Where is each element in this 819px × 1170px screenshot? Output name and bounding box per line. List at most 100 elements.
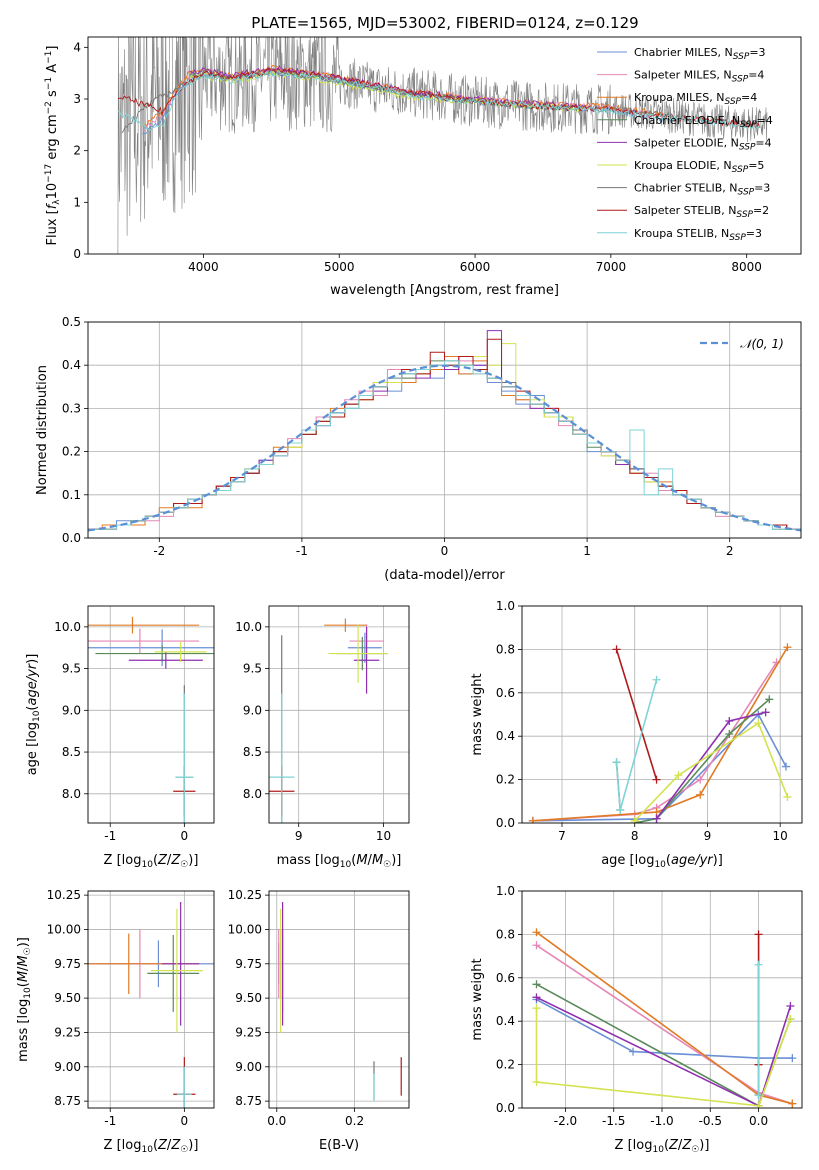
y-tick-label: 9.5 bbox=[62, 662, 81, 676]
axes-frame bbox=[521, 890, 803, 1109]
weight-marker-kroupa-elodie bbox=[754, 1101, 763, 1108]
weight-marker-kroupa-elodie bbox=[532, 1004, 541, 1013]
axes-mass-vs-Z: -1 0 8.75 9.00 9.25 9.50 9.75 10.00 10.25 Z [log1… bbox=[16, 888, 215, 1155]
y-axis-label: mass weight bbox=[470, 958, 485, 1040]
axes-mass-weight-vs-age: 7 8 9 10 0.0 0.2 0.4 0.6 0.8 1.0 age [log10(age/yr… bbox=[470, 599, 803, 870]
weight-marker-kroupa-elodie bbox=[783, 792, 792, 801]
x-tick-label: 10 bbox=[376, 829, 391, 843]
x-axis-label: Z [log10(Z/Z☉)] bbox=[615, 1138, 710, 1155]
weight-marker-chabrier-miles bbox=[788, 1054, 797, 1063]
weight-marker-kroupa-stelib bbox=[612, 758, 621, 767]
y-tick-label: 0.2 bbox=[62, 445, 81, 459]
weight-marker-salpeter-elodie bbox=[532, 993, 541, 1002]
x-tick-label: 9 bbox=[295, 829, 303, 843]
plot-area bbox=[532, 928, 797, 1108]
errorbar-salpeter-elodie bbox=[128, 651, 203, 669]
x-tick-label: 6000 bbox=[460, 260, 491, 274]
y-tick-label: 0.0 bbox=[496, 816, 515, 830]
x-tick-label: 8000 bbox=[731, 260, 762, 274]
legend-label: Kroupa MILES, NSSP=4 bbox=[634, 91, 757, 107]
errorbar-kroupa-elodie bbox=[151, 908, 203, 1033]
y-tick-label: 1 bbox=[73, 195, 81, 209]
axes-frame bbox=[521, 605, 803, 824]
weight-line-kroupa-elodie bbox=[535, 1008, 792, 1107]
y-tick-label: 3 bbox=[73, 92, 81, 106]
y-tick-label: 0.2 bbox=[496, 773, 515, 787]
weight-marker-kroupa-stelib bbox=[616, 805, 625, 814]
errorbar-chabrier-miles bbox=[347, 632, 382, 663]
axes-spectrum: 4000 5000 6000 7000 8000 0 1 2 3 4 wavelength [Ang… bbox=[44, 36, 802, 298]
errorbar-kroupa-miles bbox=[88, 616, 200, 634]
plot-area bbox=[88, 901, 214, 1108]
legend-entry-kroupa-elodie: Kroupa ELODIE, NSSP=5 bbox=[597, 159, 764, 175]
weight-marker-kroupa-miles bbox=[532, 928, 541, 937]
errorbar-chabrier-elodie bbox=[95, 645, 214, 662]
weight-marker-kroupa-miles bbox=[783, 643, 792, 652]
y-tick-label: 10.0 bbox=[235, 620, 262, 634]
legend-label: Chabrier STELIB, NSSP=3 bbox=[634, 182, 770, 198]
axes-frame bbox=[268, 605, 410, 824]
weight-marker-kroupa-stelib bbox=[652, 675, 661, 684]
y-tick-label: 0 bbox=[73, 247, 81, 261]
weight-marker-kroupa-stelib bbox=[754, 1090, 763, 1099]
y-tick-label: 8.0 bbox=[243, 787, 262, 801]
weight-marker-chabrier-elodie bbox=[532, 980, 541, 989]
weight-marker-kroupa-elodie bbox=[754, 719, 763, 728]
y-tick-label: 10.00 bbox=[228, 922, 262, 936]
legend-entry-chabrier-miles: Chabrier MILES, NSSP=3 bbox=[597, 46, 766, 62]
axes-frame bbox=[87, 890, 215, 1109]
y-tick-label: 1.0 bbox=[496, 599, 515, 613]
errorbar-kroupa-stelib bbox=[175, 693, 194, 823]
y-tick-label: 4 bbox=[73, 40, 81, 54]
x-tick-label: -1 bbox=[104, 829, 116, 843]
x-tick-label: 2 bbox=[726, 544, 734, 558]
y-tick-label: 9.75 bbox=[235, 957, 262, 971]
errorbar-kroupa-stelib bbox=[269, 693, 295, 823]
weight-marker-chabrier-elodie bbox=[725, 730, 734, 739]
weight-marker-salpeter-elodie bbox=[786, 1002, 795, 1011]
weight-marker-kroupa-stelib bbox=[754, 960, 763, 969]
y-tick-label: 0.0 bbox=[62, 531, 81, 545]
axes-age-vs-Z: -1 0 8.0 8.5 9.0 9.5 10.0 Z [log10(Z/Z☉)] age [l… bbox=[25, 605, 215, 870]
y-tick-label: 0.0 bbox=[496, 1101, 515, 1115]
y-axis-label: Normed distribution bbox=[35, 365, 50, 495]
errorbar-kroupa-elodie bbox=[154, 641, 207, 662]
weight-marker-salpeter-stelib bbox=[754, 930, 763, 939]
weight-marker-chabrier-miles bbox=[629, 1047, 638, 1056]
weight-line-chabrier-miles bbox=[532, 713, 787, 822]
weight-line-salpeter-stelib bbox=[615, 649, 658, 780]
model-line-kroupa-stelib bbox=[117, 69, 761, 131]
weight-marker-kroupa-elodie bbox=[532, 1077, 541, 1086]
axes-frame bbox=[87, 605, 215, 824]
x-axis-label: Z [log10(Z/Z☉)] bbox=[104, 853, 199, 870]
y-tick-label: 9.0 bbox=[62, 703, 81, 717]
x-tick-label: 0.0 bbox=[749, 1114, 768, 1128]
legend-label: Kroupa STELIB, NSSP=3 bbox=[634, 227, 762, 243]
legend-entry-salpeter-stelib: Salpeter STELIB, NSSP=2 bbox=[597, 204, 769, 220]
legend-label: Kroupa ELODIE, NSSP=5 bbox=[634, 159, 764, 175]
weight-marker-kroupa-elodie bbox=[674, 771, 683, 780]
axes-mass-vs-EBV: 0.0 0.2 8.75 9.00 9.25 9.50 9.75 10.00 10.25 E(B-… bbox=[228, 888, 410, 1153]
y-tick-label: 10.25 bbox=[228, 888, 262, 902]
y-tick-label: 9.5 bbox=[243, 662, 262, 676]
figure-title: PLATE=1565, MJD=53002, FIBERID=0124, z=0… bbox=[251, 14, 638, 32]
x-tick-label: 9 bbox=[704, 829, 712, 843]
x-axis-label: wavelength [Angstrom, rest frame] bbox=[330, 283, 559, 298]
x-tick-label: -2 bbox=[153, 544, 165, 558]
plot-area bbox=[88, 616, 214, 823]
weight-marker-kroupa-elodie bbox=[786, 1015, 795, 1024]
legend-label: Chabrier MILES, NSSP=3 bbox=[634, 46, 766, 62]
y-tick-label: 0.8 bbox=[496, 642, 515, 656]
y-axis-label: mass [log10(M/M☉)] bbox=[16, 937, 33, 1062]
y-tick-label: 0.6 bbox=[496, 686, 515, 700]
y-tick-label: 0.6 bbox=[496, 971, 515, 985]
x-tick-label: 8 bbox=[631, 829, 639, 843]
y-tick-label: 9.0 bbox=[243, 703, 262, 717]
errorbar-kroupa-miles bbox=[324, 618, 367, 632]
weight-marker-salpeter-miles bbox=[696, 775, 705, 784]
plot-area bbox=[88, 330, 801, 538]
x-tick-label: 0 bbox=[181, 829, 189, 843]
x-tick-label: 4000 bbox=[188, 260, 219, 274]
x-tick-label: 7000 bbox=[596, 260, 627, 274]
